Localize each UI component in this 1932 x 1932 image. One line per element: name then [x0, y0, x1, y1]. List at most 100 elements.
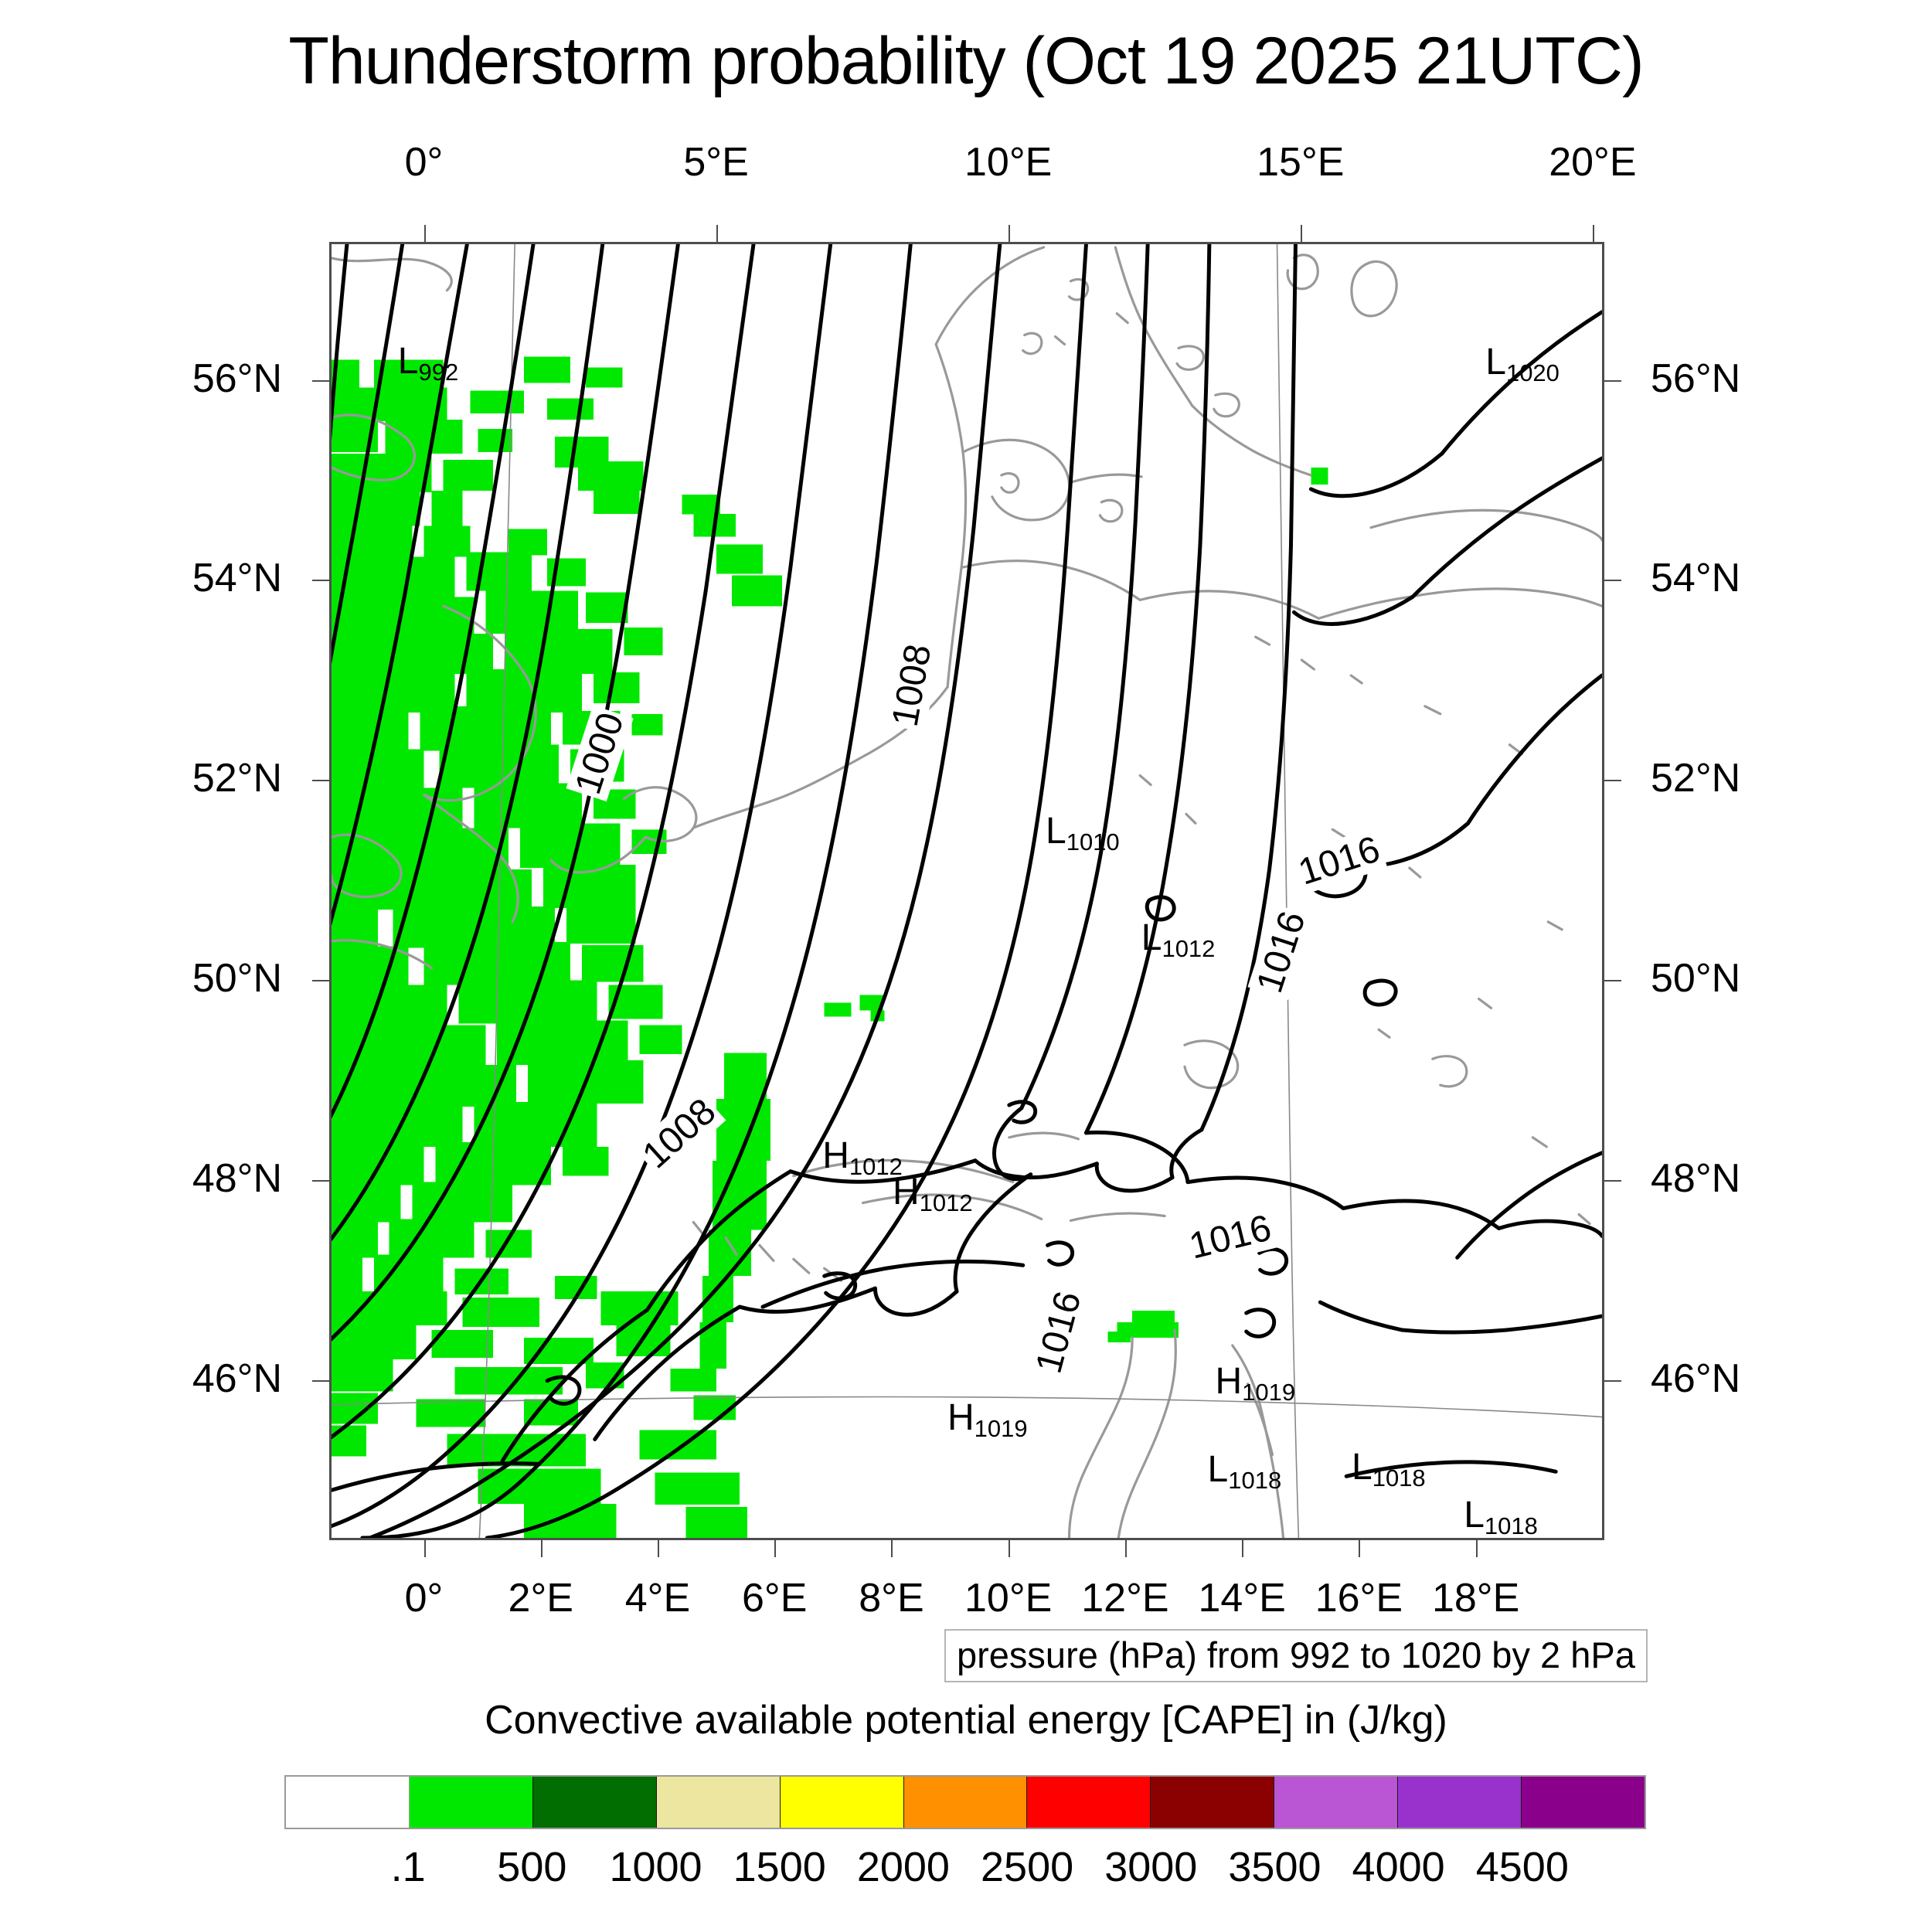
top-lon-tick-mark	[1300, 225, 1302, 242]
coastline-layer	[332, 246, 1602, 1538]
pressure-center-h-1012: H1012	[893, 1171, 973, 1215]
pressure-center-type: L	[1141, 917, 1162, 958]
bottom-lon-tick-mark	[1359, 1540, 1361, 1557]
left-lat-tick-mark	[312, 1180, 329, 1182]
pressure-center-l-1020: L1020	[1485, 342, 1560, 386]
right-lat-tick-label: 46°N	[1651, 1355, 1741, 1401]
pressure-interval-note: pressure (hPa) from 992 to 1020 by 2 hPa	[944, 1629, 1648, 1682]
bottom-lon-tick-label: 16°E	[1315, 1576, 1403, 1621]
right-lat-tick-mark	[1604, 780, 1621, 782]
pressure-center-l-1012: L1012	[1141, 917, 1216, 961]
pressure-center-value: 1010	[1066, 828, 1120, 855]
pressure-center-value: 1012	[1162, 934, 1216, 962]
left-lat-tick-mark	[312, 980, 329, 982]
bottom-lon-tick-mark	[891, 1540, 893, 1557]
colorbar-tick-label: 3500	[1228, 1844, 1321, 1890]
pressure-center-l-1010: L1010	[1046, 810, 1120, 854]
colorbar-cell[interactable]	[1398, 1777, 1522, 1828]
right-lat-tick-mark	[1604, 379, 1621, 382]
right-lat-tick-label: 52°N	[1651, 756, 1741, 801]
bottom-lon-tick-label: 0°	[404, 1576, 444, 1621]
bottom-lon-tick-label: 18°E	[1431, 1576, 1520, 1621]
bottom-lon-tick-mark	[774, 1540, 777, 1557]
bottom-lon-tick-mark	[1242, 1540, 1244, 1557]
pressure-center-type: L	[1207, 1449, 1229, 1491]
pressure-center-type: H	[893, 1171, 920, 1213]
left-lat-tick-label: 52°N	[192, 756, 282, 801]
bottom-lon-tick-label: 8°E	[859, 1576, 924, 1621]
left-lat-tick-label: 50°N	[192, 956, 282, 1002]
bottom-lon-tick-label: 14°E	[1198, 1576, 1286, 1621]
top-lon-tick-label: 0°	[404, 140, 444, 185]
pressure-center-value: 1012	[849, 1152, 903, 1180]
left-lat-tick-mark	[312, 580, 329, 582]
colorbar-tick-label: .1	[390, 1844, 426, 1890]
bottom-lon-tick-mark	[1008, 1540, 1010, 1557]
pressure-center-value: 1012	[919, 1189, 973, 1216]
colorbar-cell[interactable]	[409, 1777, 533, 1828]
pressure-center-type: H	[1215, 1361, 1243, 1403]
bottom-lon-tick-mark	[540, 1540, 543, 1557]
map-plot-area[interactable]: L992 L1020 L1010 L1012 H1012 H1012 H1019 H1019 L…	[329, 242, 1604, 1540]
top-lon-tick-mark	[716, 225, 718, 242]
colorbar-tick-label: 1000	[609, 1844, 702, 1890]
pressure-center-type: L	[397, 340, 419, 382]
page-title: Thunderstorm probability (Oct 19 2025 21…	[288, 24, 1644, 98]
pressure-center-l-992: L992	[397, 340, 458, 384]
pressure-center-h-1019: H1019	[947, 1400, 1028, 1441]
pressure-center-value: 1019	[974, 1415, 1028, 1443]
right-lat-tick-mark	[1604, 980, 1621, 982]
right-lat-tick-label: 48°N	[1651, 1156, 1741, 1202]
colorbar-cell[interactable]	[1522, 1777, 1645, 1828]
top-lon-tick-mark	[1592, 225, 1594, 242]
cape-colorbar[interactable]	[284, 1775, 1646, 1829]
bottom-lon-tick-label: 4°E	[624, 1576, 691, 1621]
isobar-layer	[332, 244, 1602, 1538]
map-canvas	[332, 244, 1602, 1538]
right-lat-tick-mark	[1604, 1379, 1621, 1382]
top-lon-tick-label: 5°E	[683, 140, 749, 185]
bottom-lon-tick-label: 2°E	[508, 1576, 573, 1621]
bottom-lon-tick-label: 10°E	[964, 1576, 1053, 1621]
pressure-center-h-1019: H1019	[1215, 1361, 1295, 1405]
pressure-center-type: H	[822, 1134, 849, 1176]
pressure-center-value: 1018	[1372, 1464, 1426, 1492]
colorbar-cell[interactable]	[1274, 1777, 1399, 1828]
left-lat-tick-mark	[312, 780, 329, 782]
pressure-center-l-1018: L1018	[1352, 1447, 1426, 1491]
top-lon-tick-mark	[423, 225, 426, 242]
colorbar-tick-label: 500	[497, 1844, 567, 1890]
pressure-center-l-1018: L1018	[1207, 1449, 1282, 1493]
colorbar-tick-label: 2500	[981, 1844, 1074, 1890]
colorbar-cell[interactable]	[1027, 1777, 1151, 1828]
colorbar-cell[interactable]	[656, 1777, 781, 1828]
pressure-center-l-1018: L1018	[1464, 1497, 1538, 1538]
pressure-center-value: 1018	[1228, 1467, 1282, 1495]
pressure-center-type: L	[1352, 1447, 1372, 1488]
colorbar-cell[interactable]	[780, 1777, 904, 1828]
pressure-center-value: 1018	[1484, 1512, 1538, 1540]
left-lat-tick-label: 54°N	[192, 556, 282, 601]
right-lat-tick-mark	[1604, 580, 1621, 582]
pressure-center-type: L	[1046, 810, 1066, 852]
top-lon-tick-mark	[1008, 225, 1010, 242]
top-lon-tick-label: 10°E	[964, 140, 1053, 185]
colorbar-tick-label: 4500	[1475, 1844, 1569, 1890]
colorbar-cell[interactable]	[532, 1777, 657, 1828]
colorbar-cell[interactable]	[286, 1777, 410, 1828]
right-lat-tick-label: 56°N	[1651, 355, 1741, 401]
pressure-center-type: L	[1485, 342, 1506, 383]
pressure-center-h-1012: H1012	[822, 1134, 903, 1179]
pressure-center-value: 1020	[1505, 359, 1560, 387]
bottom-lon-tick-mark	[1475, 1540, 1478, 1557]
left-lat-tick-mark	[312, 379, 329, 382]
cape-shading-layer	[332, 356, 1328, 1538]
bottom-lon-tick-mark	[1124, 1540, 1127, 1557]
colorbar-tick-label: 2000	[856, 1844, 950, 1890]
bottom-lon-tick-mark	[657, 1540, 659, 1557]
colorbar-cell[interactable]	[1151, 1777, 1275, 1828]
colorbar-cell[interactable]	[903, 1777, 1028, 1828]
right-lat-tick-label: 54°N	[1651, 556, 1741, 601]
left-lat-tick-label: 48°N	[192, 1156, 282, 1202]
